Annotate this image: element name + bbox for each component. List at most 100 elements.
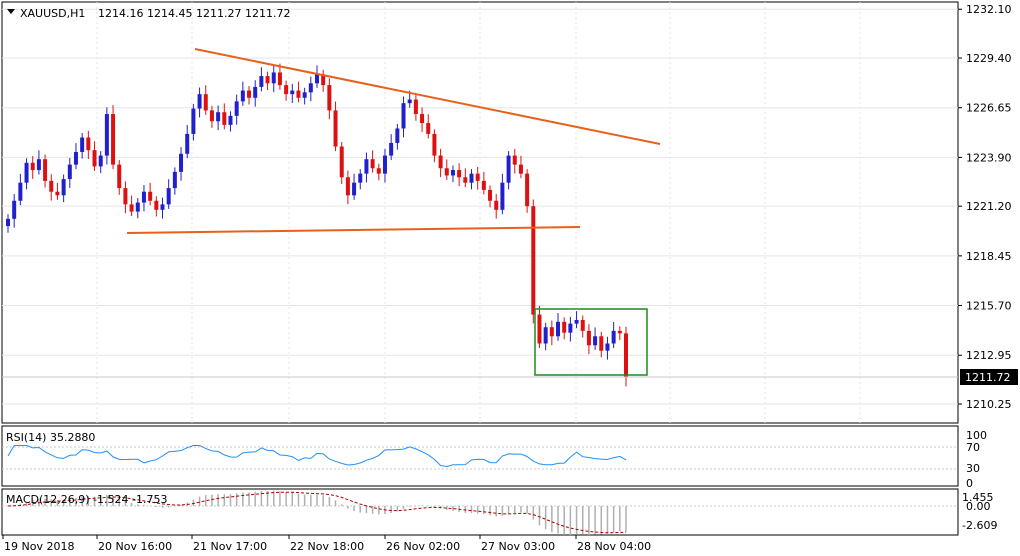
candle[interactable] bbox=[141, 185, 146, 212]
candle[interactable] bbox=[123, 181, 128, 214]
candle[interactable] bbox=[203, 85, 208, 115]
candle[interactable] bbox=[86, 130, 91, 160]
candle[interactable] bbox=[370, 150, 375, 173]
candle[interactable] bbox=[148, 182, 153, 206]
candle[interactable] bbox=[438, 148, 443, 178]
support-line[interactable] bbox=[126, 226, 581, 234]
candle[interactable] bbox=[389, 134, 394, 161]
candle[interactable] bbox=[457, 163, 462, 187]
candle[interactable] bbox=[469, 169, 474, 190]
macd-signal-line[interactable] bbox=[7, 491, 627, 534]
candle[interactable] bbox=[308, 76, 313, 102]
candle[interactable] bbox=[345, 170, 350, 205]
candle[interactable] bbox=[271, 65, 276, 93]
candle[interactable] bbox=[30, 156, 35, 179]
candle[interactable] bbox=[296, 81, 301, 103]
candle[interactable] bbox=[543, 322, 548, 351]
candle[interactable] bbox=[593, 327, 598, 350]
candle[interactable] bbox=[92, 141, 97, 171]
candle[interactable] bbox=[216, 105, 221, 131]
candle[interactable] bbox=[111, 105, 116, 170]
candle[interactable] bbox=[209, 105, 214, 128]
candle[interactable] bbox=[73, 143, 78, 170]
candle[interactable] bbox=[568, 316, 573, 342]
candle[interactable] bbox=[574, 311, 579, 329]
candle[interactable] bbox=[6, 214, 10, 233]
candle[interactable] bbox=[240, 81, 245, 106]
candle[interactable] bbox=[624, 326, 628, 387]
candle[interactable] bbox=[580, 315, 585, 338]
candle[interactable] bbox=[444, 159, 449, 180]
candle[interactable] bbox=[259, 67, 264, 92]
candle[interactable] bbox=[265, 71, 270, 90]
candle[interactable] bbox=[432, 129, 437, 163]
candle[interactable] bbox=[18, 173, 23, 206]
candle[interactable] bbox=[172, 167, 177, 195]
candle[interactable] bbox=[358, 169, 363, 190]
candle[interactable] bbox=[197, 87, 202, 118]
candle[interactable] bbox=[426, 114, 431, 139]
candle[interactable] bbox=[43, 154, 48, 188]
candle[interactable] bbox=[104, 107, 109, 165]
candle[interactable] bbox=[512, 148, 517, 174]
candle[interactable] bbox=[290, 83, 295, 104]
candle[interactable] bbox=[321, 69, 326, 92]
candle[interactable] bbox=[185, 125, 190, 159]
candle[interactable] bbox=[481, 172, 486, 195]
consolidation-box[interactable] bbox=[534, 308, 648, 376]
candle[interactable] bbox=[488, 185, 493, 208]
candle[interactable] bbox=[24, 158, 29, 190]
candle[interactable] bbox=[80, 132, 85, 159]
candle[interactable] bbox=[234, 94, 239, 125]
candle[interactable] bbox=[617, 326, 622, 341]
candle[interactable] bbox=[475, 166, 480, 190]
candlestick-series[interactable] bbox=[6, 63, 628, 387]
candle[interactable] bbox=[500, 173, 505, 215]
candle[interactable] bbox=[333, 101, 338, 152]
candle[interactable] bbox=[518, 155, 523, 179]
macd-histogram[interactable] bbox=[8, 490, 627, 536]
candle[interactable] bbox=[506, 151, 511, 190]
candle[interactable] bbox=[599, 331, 604, 358]
candle[interactable] bbox=[179, 147, 184, 181]
candle[interactable] bbox=[420, 107, 425, 132]
candle[interactable] bbox=[556, 312, 561, 341]
candle[interactable] bbox=[562, 317, 567, 340]
candle[interactable] bbox=[463, 168, 468, 188]
macd-panel[interactable] bbox=[1, 488, 959, 536]
candle[interactable] bbox=[222, 103, 227, 130]
candle[interactable] bbox=[117, 160, 122, 195]
candle[interactable] bbox=[327, 78, 332, 120]
descending-trendline[interactable] bbox=[194, 48, 661, 145]
candle[interactable] bbox=[129, 195, 134, 217]
candle[interactable] bbox=[98, 151, 103, 174]
candle[interactable] bbox=[135, 198, 140, 219]
candle[interactable] bbox=[36, 150, 41, 175]
candle[interactable] bbox=[12, 194, 17, 228]
candle[interactable] bbox=[315, 65, 319, 88]
candle[interactable] bbox=[401, 96, 406, 138]
candle[interactable] bbox=[49, 174, 54, 201]
candle[interactable] bbox=[494, 194, 499, 219]
candle[interactable] bbox=[253, 80, 258, 107]
candle[interactable] bbox=[67, 157, 72, 188]
candle[interactable] bbox=[160, 197, 165, 219]
candle[interactable] bbox=[395, 123, 400, 150]
candle[interactable] bbox=[450, 165, 455, 183]
candle[interactable] bbox=[376, 163, 381, 181]
rsi-panel[interactable] bbox=[1, 425, 959, 487]
candle[interactable] bbox=[55, 182, 60, 200]
candle[interactable] bbox=[277, 63, 282, 90]
candle[interactable] bbox=[352, 173, 357, 200]
candle[interactable] bbox=[364, 152, 369, 183]
dropdown-triangle-icon[interactable] bbox=[7, 9, 15, 14]
candle[interactable] bbox=[549, 320, 554, 346]
candle[interactable] bbox=[382, 148, 387, 183]
candle[interactable] bbox=[531, 199, 536, 324]
candle[interactable] bbox=[537, 305, 542, 349]
candle[interactable] bbox=[339, 142, 344, 184]
candle[interactable] bbox=[413, 95, 418, 121]
candle[interactable] bbox=[228, 111, 233, 132]
rsi-line[interactable] bbox=[7, 445, 627, 468]
